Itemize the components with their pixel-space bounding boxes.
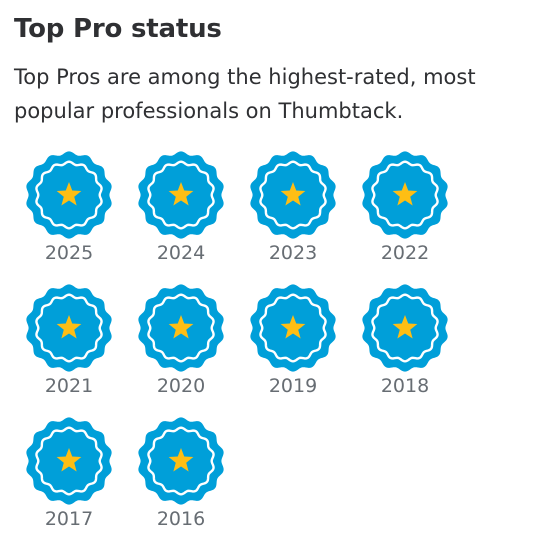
- section-title: Top Pro status: [14, 14, 222, 44]
- badge-year: 2025: [44, 242, 94, 264]
- badge-ring: [371, 293, 439, 363]
- badge-star: [392, 182, 418, 206]
- badge-star: [56, 448, 82, 472]
- badge-icon: [26, 284, 112, 372]
- badge: 2024: [125, 150, 237, 283]
- badge: 2025: [13, 150, 125, 283]
- badge-icon: [26, 151, 112, 239]
- badge-year: 2024: [156, 242, 206, 264]
- badge-icon: [26, 417, 112, 505]
- badge: 2019: [237, 283, 349, 416]
- badge: 2018: [349, 283, 461, 416]
- badge-icon: [138, 284, 224, 372]
- badge-year: 2020: [156, 375, 206, 397]
- badge-ring: [259, 160, 327, 230]
- badge-ring: [259, 293, 327, 363]
- badge-star: [392, 315, 418, 339]
- badge-ring: [147, 160, 215, 230]
- badge-ring: [35, 293, 103, 363]
- badge-star: [168, 315, 194, 339]
- badge-ring: [147, 293, 215, 363]
- badge-icon: [138, 417, 224, 505]
- badge-ring: [35, 426, 103, 496]
- badge-icon: [362, 151, 448, 239]
- badge-year: 2023: [268, 242, 318, 264]
- badge: 2021: [13, 283, 125, 416]
- badge-grid: 2025 2024 2023 2022 2021 2020 2019 2018 2017 2016: [13, 150, 473, 549]
- badge-icon: [250, 284, 336, 372]
- badge-year: 2021: [44, 375, 94, 397]
- badge-icon: [362, 284, 448, 372]
- badge-year: 2017: [44, 508, 94, 530]
- badge-year: 2022: [380, 242, 430, 264]
- badge: 2023: [237, 150, 349, 283]
- badge: 2016: [125, 416, 237, 549]
- badge-ring: [147, 426, 215, 496]
- section-description: Top Pros are among the highest-rated, mo…: [14, 65, 476, 123]
- badge-star: [280, 315, 306, 339]
- badge-icon: [138, 151, 224, 239]
- badge-star: [168, 448, 194, 472]
- badge-star: [56, 315, 82, 339]
- badge-year: 2019: [268, 375, 318, 397]
- badge-star: [280, 182, 306, 206]
- badge-year: 2018: [380, 375, 430, 397]
- badge-ring: [371, 160, 439, 230]
- badge-star: [168, 182, 194, 206]
- badge-icon: [250, 151, 336, 239]
- badge: 2020: [125, 283, 237, 416]
- badge: 2022: [349, 150, 461, 283]
- badge-ring: [35, 160, 103, 230]
- badge-year: 2016: [156, 508, 206, 530]
- badge-star: [56, 182, 82, 206]
- badge: 2017: [13, 416, 125, 549]
